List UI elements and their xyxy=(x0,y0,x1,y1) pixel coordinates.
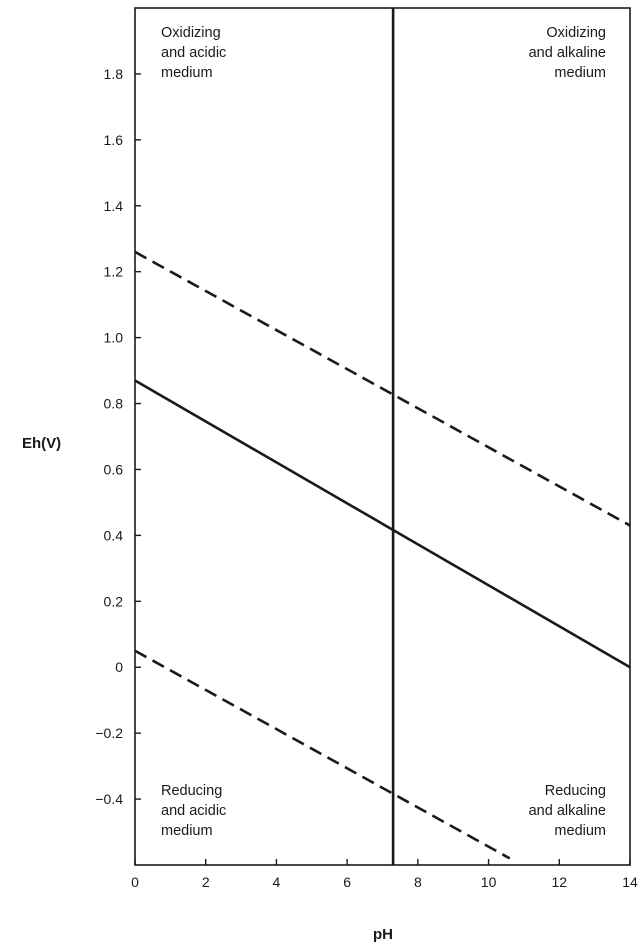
annotation-layer: Oxidizing and acidic medium Oxidizing and al… xyxy=(161,25,606,839)
y-tick-label: 1.8 xyxy=(104,66,124,82)
region-label-line: and alkaline xyxy=(529,803,606,819)
dashed-line-2 xyxy=(134,649,511,860)
x-tick-label: 8 xyxy=(414,874,422,890)
series-layer xyxy=(134,8,631,865)
x-tick-label: 2 xyxy=(202,874,210,890)
x-tick-label: 12 xyxy=(551,874,567,890)
y-tick-label: 1.0 xyxy=(104,330,124,346)
y-tick-label: 0.6 xyxy=(104,461,124,477)
region-label-line: Reducing xyxy=(161,783,222,799)
plot-area-frame xyxy=(134,7,631,866)
x-axis-ticks: 0 2 4 6 8 10 12 14 xyxy=(131,859,638,890)
x-tick-label: 6 xyxy=(343,874,351,890)
region-label-top-left: Oxidizing and acidic medium xyxy=(161,25,226,81)
region-label-bottom-left: Reducing and acidic medium xyxy=(161,783,226,839)
region-label-bottom-right: Reducing and alkaline medium xyxy=(529,783,606,839)
region-label-line: medium xyxy=(161,823,213,839)
x-tick-label: 4 xyxy=(273,874,281,890)
x-tick-label: 14 xyxy=(622,874,638,890)
region-label-line: and alkaline xyxy=(529,45,606,61)
region-label-line: and acidic xyxy=(161,45,226,61)
dashed-line-0 xyxy=(134,250,631,527)
y-tick-label: 1.2 xyxy=(104,264,124,280)
y-tick-label: 0 xyxy=(115,659,123,675)
region-label-line: medium xyxy=(161,65,213,81)
y-axis-ticks: −0.4 −0.2 0 0.2 0.4 0.6 0.8 1.0 1.2 1.4 1.6 1.8 xyxy=(95,66,141,807)
region-label-line: Oxidizing xyxy=(161,25,221,41)
region-label-line: Reducing xyxy=(545,783,606,799)
x-axis-label: pH xyxy=(373,926,393,943)
region-label-line: and acidic xyxy=(161,803,226,819)
region-label-line: medium xyxy=(554,823,606,839)
region-label-line: medium xyxy=(554,65,606,81)
y-tick-label: 0.2 xyxy=(104,593,124,609)
y-tick-label: −0.2 xyxy=(95,725,123,741)
y-tick-label: −0.4 xyxy=(95,791,123,807)
y-tick-label: 1.6 xyxy=(104,132,124,148)
x-tick-label: 0 xyxy=(131,874,139,890)
y-axis-label: Eh(V) xyxy=(22,435,61,452)
region-label-line: Oxidizing xyxy=(546,25,606,41)
x-tick-label: 10 xyxy=(481,874,497,890)
y-tick-label: 0.8 xyxy=(104,396,124,412)
y-tick-label: 0.4 xyxy=(104,527,124,543)
y-tick-label: 1.4 xyxy=(104,198,124,214)
region-label-top-right: Oxidizing and alkaline medium xyxy=(529,25,606,81)
solid-line-1 xyxy=(134,379,631,669)
